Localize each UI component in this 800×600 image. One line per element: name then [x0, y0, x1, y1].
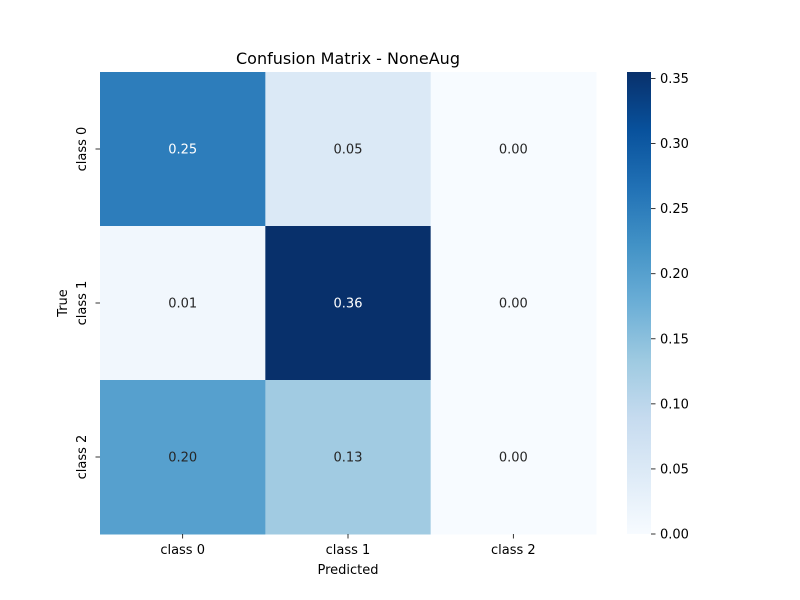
- cell-annotations: 0.25 0.05 0.00 0.01 0.36 0.00 0.20 0.13 0.00: [168, 143, 528, 466]
- cell-label-r1-c0: 0.01: [168, 297, 197, 312]
- colorbar-tick-label-5: 0.25: [660, 202, 689, 217]
- y-axis: class 0 class 1 class 2: [75, 127, 100, 480]
- cell-r2-c0: [100, 380, 266, 535]
- x-tick-label-2: class 2: [491, 543, 536, 558]
- colorbar-tick-label-6: 0.30: [660, 137, 689, 152]
- cell-label-r2-c1: 0.13: [334, 451, 363, 466]
- cell-label-r0-c2: 0.00: [499, 143, 528, 158]
- colorbar-tick-label-2: 0.10: [660, 397, 689, 412]
- y-tick-label-2: class 2: [75, 435, 90, 480]
- cell-label-r0-c1: 0.05: [334, 143, 363, 158]
- x-axis: class 0 class 1 class 2: [160, 534, 536, 558]
- cell-r1-c1: [265, 226, 432, 381]
- colorbar-tick-label-0: 0.00: [660, 528, 689, 543]
- y-tick-label-0: class 0: [75, 127, 90, 172]
- cell-label-r2-c0: 0.20: [168, 451, 197, 466]
- colorbar-gradient: [627, 72, 651, 534]
- x-axis-label: Predicted: [317, 563, 378, 578]
- y-axis-label: True: [56, 289, 71, 318]
- chart-title: Confusion Matrix - NoneAug: [236, 49, 460, 68]
- cell-r1-c2: [430, 226, 597, 381]
- colorbar-tick-label-1: 0.05: [660, 462, 689, 477]
- cell-r0-c0: [100, 72, 266, 227]
- cell-r1-c0: [100, 226, 266, 381]
- cell-r0-c2: [430, 72, 597, 227]
- cell-r2-c1: [265, 380, 432, 535]
- cell-label-r0-c0: 0.25: [168, 143, 197, 158]
- colorbar-tick-label-4: 0.20: [660, 267, 689, 282]
- cell-label-r2-c2: 0.00: [499, 451, 528, 466]
- colorbar-tick-label-3: 0.15: [660, 332, 689, 347]
- cell-label-r1-c1: 0.36: [334, 297, 363, 312]
- colorbar-tick-label-7: 0.35: [660, 72, 689, 87]
- heatmap-cells: [100, 72, 597, 535]
- x-tick-label-1: class 1: [326, 543, 371, 558]
- cell-r2-c2: [430, 380, 597, 535]
- cell-r0-c1: [265, 72, 432, 227]
- colorbar: 0.00 0.05 0.10 0.15 0.20 0.25 0.30 0.35: [627, 72, 689, 543]
- cell-label-r1-c2: 0.00: [499, 297, 528, 312]
- y-tick-label-1: class 1: [75, 281, 90, 326]
- x-tick-label-0: class 0: [160, 543, 205, 558]
